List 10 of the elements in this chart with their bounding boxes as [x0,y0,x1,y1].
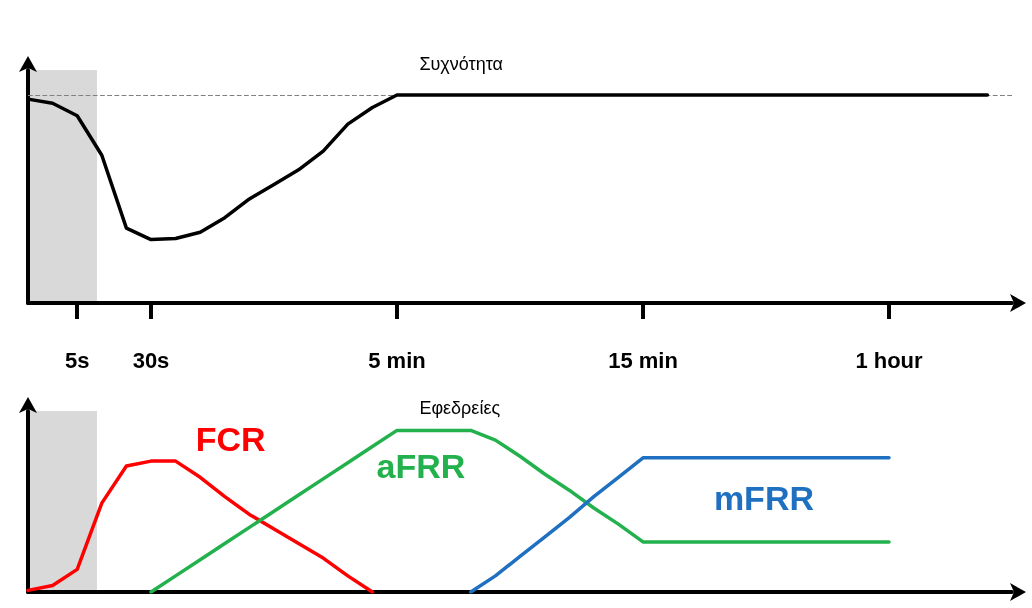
chart-title: Συχνότητα [419,54,503,74]
series-label: aFRR [376,447,466,486]
series-label: FCR [195,420,266,459]
x-tick-label: 5 min [368,347,426,373]
series-label: mFRR [713,478,814,517]
x-tick-label: 1 hour [855,347,924,373]
x-tick-label: 30s [132,347,170,373]
chart-title: Εφεδρείες [419,398,501,418]
x-tick-label: 5s [64,347,90,373]
x-tick-label: 15 min [608,347,678,373]
